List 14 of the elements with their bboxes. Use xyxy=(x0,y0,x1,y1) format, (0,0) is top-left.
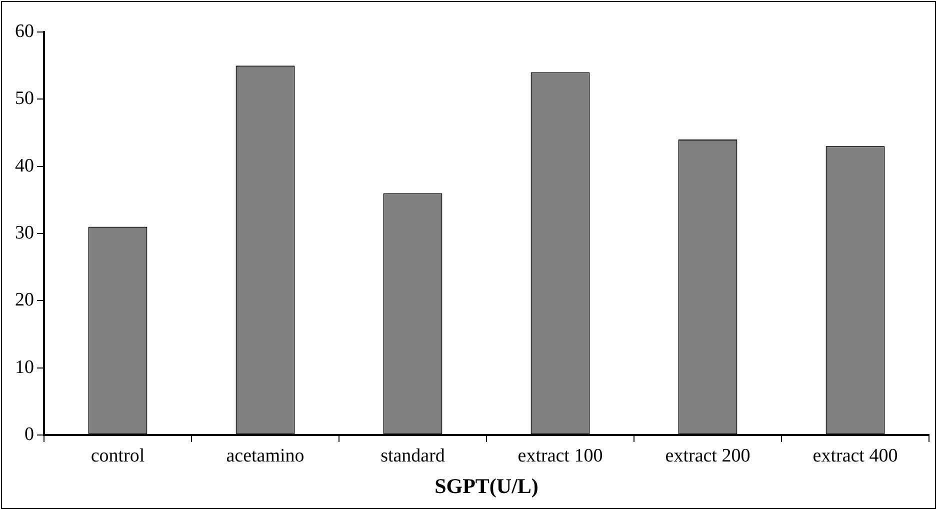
y-tick-label: 40 xyxy=(15,155,34,176)
x-axis-title: SGPT(U/L) xyxy=(434,474,538,498)
y-tick-label: 0 xyxy=(24,424,34,445)
x-tick-label: acetamino xyxy=(226,445,304,466)
x-tick-label: extract 200 xyxy=(665,445,750,466)
y-tick-label: 20 xyxy=(15,290,34,311)
x-tick-label: extract 400 xyxy=(812,445,898,466)
y-tick-label: 10 xyxy=(15,356,34,378)
x-tick-label: control xyxy=(90,445,145,466)
y-tick-label: 60 xyxy=(15,20,34,42)
x-tick-label: extract 100 xyxy=(518,445,603,466)
y-tick-label: 50 xyxy=(15,88,34,110)
x-tick-label: standard xyxy=(380,445,446,466)
y-tick-label: 30 xyxy=(15,222,34,244)
